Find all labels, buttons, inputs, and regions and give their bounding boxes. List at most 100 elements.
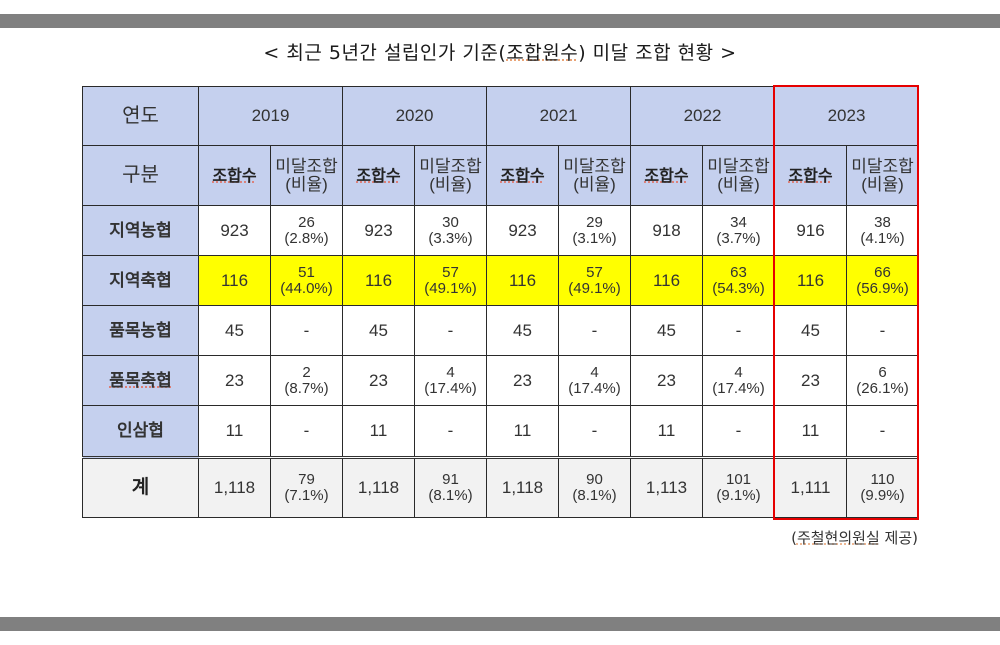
cell-count: 23: [486, 355, 559, 406]
title-prefix: < 최근 5년간 설립인가 기준: [263, 42, 499, 64]
source-office: 주철현의원실: [796, 529, 880, 547]
cell-below: 2 (8.7%): [270, 355, 343, 406]
cell-below: 29 (3.1%): [558, 205, 631, 256]
sub-header-row: 구분 조합수 미달조합 (비율) 조합수 미달조합 (비율) 조합수 미달조합 (비율…: [82, 145, 919, 206]
cell-below: -: [270, 305, 343, 356]
cell-below: 6 (26.1%): [846, 355, 919, 406]
year-header-2022: 2022: [630, 86, 775, 146]
sub-header-count: 조합수: [788, 165, 833, 185]
table-row: 인삼협 11 - 11 - 11 - 11 - 11 -: [82, 405, 919, 458]
cell-count: 923: [342, 205, 415, 256]
sub-header-count: 조합수: [212, 165, 257, 185]
bottom-frame-bar: [0, 617, 1000, 631]
top-frame-bar: [0, 14, 1000, 28]
cell-count: 11: [630, 405, 703, 458]
cell-below: -: [846, 305, 919, 356]
cell-count: 23: [630, 355, 703, 406]
cell-count: 116: [342, 255, 415, 306]
cell-below: -: [702, 305, 775, 356]
source-note: (주철현의원실 제공): [791, 529, 918, 547]
cell-count: 918: [630, 205, 703, 256]
cell-below: -: [702, 405, 775, 458]
cell-below: -: [558, 405, 631, 458]
corner-year-label: 연도: [82, 86, 199, 146]
sub-header-count: 조합수: [644, 165, 689, 185]
total-row: 계 1,118 79 (7.1%) 1,118 91 (8.1%) 1,118 90…: [82, 456, 919, 518]
cell-count: 923: [486, 205, 559, 256]
cell-below: 4 (17.4%): [414, 355, 487, 406]
cell-count: 116: [486, 255, 559, 306]
cell-count: 11: [774, 405, 847, 458]
sub-header-count: 조합수: [500, 165, 545, 185]
cell-count: 11: [486, 405, 559, 458]
cell-count: 116: [198, 255, 271, 306]
cell-below: 51 (44.0%): [270, 255, 343, 306]
cell-below: 4 (17.4%): [558, 355, 631, 406]
row-label: 품목농협: [82, 305, 199, 356]
total-below: 101 (9.1%): [702, 456, 775, 518]
cell-count: 916: [774, 205, 847, 256]
year-header-row: 연도 2019 2020 2021 2022 2023: [82, 86, 919, 146]
total-count: 1,113: [630, 456, 703, 518]
union-status-table: 연도 2019 2020 2021 2022 2023 구분 조합수 미달조합(…: [82, 86, 919, 518]
cell-count: 11: [342, 405, 415, 458]
cell-below: -: [846, 405, 919, 458]
sub-header-below: 미달조합 (비율): [270, 145, 343, 206]
title-underlined: 조합원수: [506, 42, 579, 64]
cell-below: 26 (2.8%): [270, 205, 343, 256]
total-below: 91 (8.1%): [414, 456, 487, 518]
corner-category-label: 구분: [82, 145, 199, 206]
cell-count: 45: [198, 305, 271, 356]
cell-count: 116: [774, 255, 847, 306]
cell-below: 63 (54.3%): [702, 255, 775, 306]
title-paren-close: ): [578, 42, 587, 64]
sub-header-below: 미달조합 (비율): [846, 145, 919, 206]
table-row: 품목축협 23 2 (8.7%) 23 4 (17.4%) 23 4 (17.4%) …: [82, 355, 919, 406]
total-count: 1,118: [342, 456, 415, 518]
table-row: 지역농협 923 26 (2.8%) 923 30 (3.3%) 923 29 (3.…: [82, 205, 919, 256]
sub-header-below: 미달조합 (비율): [558, 145, 631, 206]
cell-count: 45: [486, 305, 559, 356]
cell-below: -: [558, 305, 631, 356]
cell-below: 34 (3.7%): [702, 205, 775, 256]
total-count: 1,118: [486, 456, 559, 518]
cell-below: 66 (56.9%): [846, 255, 919, 306]
cell-count: 23: [342, 355, 415, 406]
sub-header-below: 미달조합 (비율): [414, 145, 487, 206]
sub-header-below: 미달조합 (비율): [702, 145, 775, 206]
title-suffix: 미달 조합 현황 >: [586, 42, 737, 64]
total-count: 1,111: [774, 456, 847, 518]
cell-below: 30 (3.3%): [414, 205, 487, 256]
total-count: 1,118: [198, 456, 271, 518]
cell-count: 23: [198, 355, 271, 406]
cell-below: -: [270, 405, 343, 458]
row-label: 품목축협: [82, 355, 199, 406]
cell-count: 45: [630, 305, 703, 356]
total-label: 계: [82, 456, 199, 518]
cell-count: 923: [198, 205, 271, 256]
cell-below: -: [414, 305, 487, 356]
cell-count: 45: [774, 305, 847, 356]
cell-below: 57 (49.1%): [414, 255, 487, 306]
total-below: 90 (8.1%): [558, 456, 631, 518]
year-header-2021: 2021: [486, 86, 631, 146]
page-title: < 최근 5년간 설립인가 기준(조합원수) 미달 조합 현황 >: [0, 38, 1000, 65]
table-row: 품목농협 45 - 45 - 45 - 45 - 45 -: [82, 305, 919, 356]
row-label: 인삼협: [82, 405, 199, 458]
row-label: 지역농협: [82, 205, 199, 256]
cell-count: 23: [774, 355, 847, 406]
year-header-2019: 2019: [198, 86, 343, 146]
cell-below: 38 (4.1%): [846, 205, 919, 256]
cell-below: -: [414, 405, 487, 458]
cell-below: 4 (17.4%): [702, 355, 775, 406]
year-header-2020: 2020: [342, 86, 487, 146]
sub-header-count: 조합수: [356, 165, 401, 185]
total-below: 79 (7.1%): [270, 456, 343, 518]
table-row-highlighted: 지역축협 116 51 (44.0%) 116 57 (49.1%) 116 57(…: [82, 255, 919, 306]
year-header-2023: 2023: [774, 86, 919, 146]
cell-below: 57 (49.1%): [558, 255, 631, 306]
row-label: 지역축협: [82, 255, 199, 306]
cell-count: 116: [630, 255, 703, 306]
cell-count: 45: [342, 305, 415, 356]
title-paren-open: (: [498, 42, 507, 64]
